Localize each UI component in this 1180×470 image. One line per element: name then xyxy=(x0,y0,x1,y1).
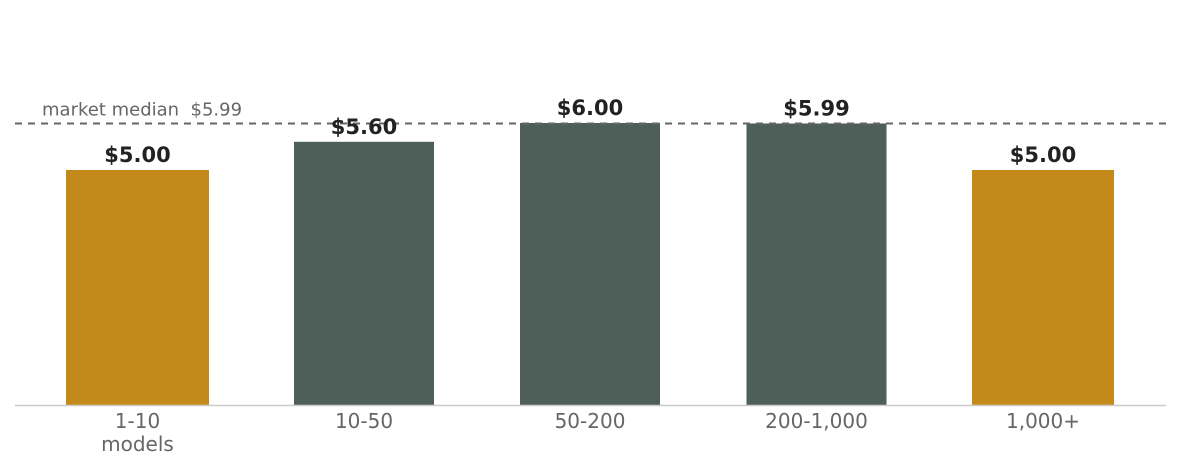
bar-2 xyxy=(294,141,434,406)
bar-4 xyxy=(746,123,887,405)
value-label-4: $5.99 xyxy=(783,96,849,120)
value-label-5: $5.00 xyxy=(1010,143,1076,167)
x-tick-label-1: 1-10 models xyxy=(101,409,174,456)
bars-group xyxy=(66,123,1114,406)
x-tick-label-5: 1,000+ xyxy=(1006,409,1080,433)
value-label-2: $5.60 xyxy=(331,115,397,139)
x-tick-label-2: 10-50 xyxy=(335,409,393,433)
x-tick-labels-group: 1-10 models 10-50 50-200 200-1,000 1,000+ xyxy=(101,409,1080,456)
bar-1 xyxy=(66,170,209,405)
market-median-label: market median $5.99 xyxy=(42,99,242,120)
x-tick-label-4: 200-1,000 xyxy=(765,409,868,433)
value-labels-group: $5.00 $5.60 $6.00 $5.99 $5.00 xyxy=(104,96,1076,167)
value-label-3: $6.00 xyxy=(557,96,623,120)
value-label-1: $5.00 xyxy=(104,143,170,167)
bar-3 xyxy=(520,123,660,405)
bar-5 xyxy=(972,170,1114,405)
x-tick-label-3: 50-200 xyxy=(555,409,626,433)
